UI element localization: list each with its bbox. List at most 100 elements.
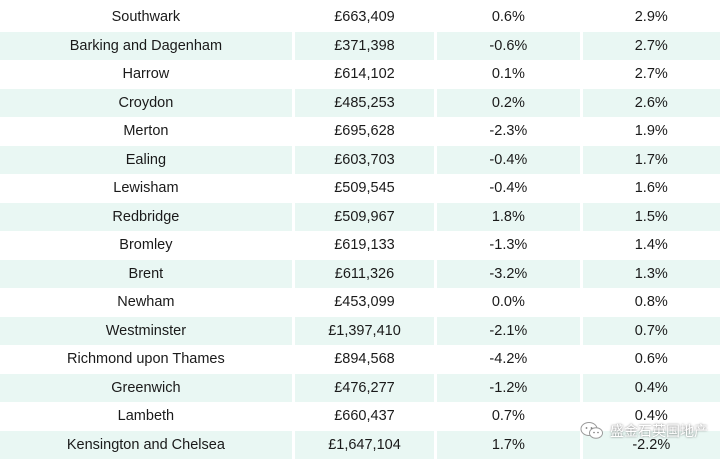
price-cell: £660,437	[334, 408, 395, 425]
column-divider	[291, 345, 295, 374]
price-cell: £509,967	[294, 202, 435, 231]
watermark: 盛金石英国地产	[580, 419, 708, 443]
table-row: Croydon £485,253 0.2% 2.6%	[0, 88, 720, 117]
annual-change-cell: 1.9%	[634, 123, 668, 140]
column-divider	[434, 88, 438, 117]
column-divider	[434, 231, 438, 260]
column-divider	[291, 88, 295, 117]
table-row: Kensington and Chelsea £1,647,104 1.7% -2.2…	[0, 430, 720, 459]
monthly-change-cell: 1.8%	[437, 202, 580, 231]
area-cell: Redbridge	[0, 202, 292, 231]
monthly-change-cell: -4.2%	[489, 351, 528, 368]
area-cell: Lambeth	[117, 408, 175, 425]
annual-change-cell: 1.6%	[634, 180, 668, 197]
column-divider	[434, 345, 438, 374]
column-divider	[579, 174, 583, 203]
annual-change-cell: 0.4%	[634, 408, 668, 425]
column-divider	[579, 288, 583, 317]
area-cell: Brent	[0, 259, 292, 288]
monthly-change-cell: -1.3%	[489, 237, 528, 254]
price-cell: £1,647,104	[294, 430, 435, 459]
annual-change-cell: 2.7%	[582, 31, 720, 60]
monthly-change-cell: -2.3%	[489, 123, 528, 140]
annual-change-cell: 2.7%	[634, 66, 668, 83]
area-cell: Newham	[117, 294, 175, 311]
column-divider	[434, 145, 438, 174]
column-divider	[434, 3, 438, 32]
monthly-change-cell: 0.1%	[491, 66, 525, 83]
table-row: Barking and Dagenham £371,398 -0.6% 2.7%	[0, 31, 720, 60]
column-divider	[579, 88, 583, 117]
monthly-change-cell: -2.1%	[437, 316, 580, 345]
area-cell: Westminster	[0, 316, 292, 345]
price-cell: £1,397,410	[294, 316, 435, 345]
price-table: Southwark £663,409 0.6% 2.9% Barking and Dag…	[0, 3, 720, 459]
table-row: Ealing £603,703 -0.4% 1.7%	[0, 145, 720, 174]
table-row: Newham £453,099 0.0% 0.8%	[0, 288, 720, 317]
monthly-change-cell: -0.6%	[437, 31, 580, 60]
column-divider	[291, 402, 295, 431]
table-row: Brent £611,326 -3.2% 1.3%	[0, 259, 720, 288]
annual-change-cell: 0.4%	[582, 373, 720, 402]
table-row: Bromley £619,133 -1.3% 1.4%	[0, 231, 720, 260]
monthly-change-cell: -0.4%	[489, 180, 528, 197]
column-divider	[291, 259, 295, 288]
column-divider	[291, 430, 295, 459]
monthly-change-cell: -1.2%	[437, 373, 580, 402]
monthly-change-cell: -0.4%	[437, 145, 580, 174]
table-row: Southwark £663,409 0.6% 2.9%	[0, 3, 720, 32]
area-cell: Richmond upon Thames	[67, 351, 225, 368]
column-divider	[291, 202, 295, 231]
area-cell: Ealing	[0, 145, 292, 174]
table-row: Greenwich £476,277 -1.2% 0.4%	[0, 373, 720, 402]
column-divider	[579, 373, 583, 402]
area-cell: Kensington and Chelsea	[0, 430, 292, 459]
monthly-change-cell: 0.6%	[491, 9, 525, 26]
area-cell: Croydon	[0, 88, 292, 117]
column-divider	[291, 31, 295, 60]
column-divider	[434, 288, 438, 317]
column-divider	[579, 3, 583, 32]
annual-change-cell: 2.6%	[582, 88, 720, 117]
column-divider	[434, 373, 438, 402]
column-divider	[291, 288, 295, 317]
column-divider	[291, 60, 295, 89]
area-cell: Barking and Dagenham	[0, 31, 292, 60]
column-divider	[579, 259, 583, 288]
price-cell: £485,253	[294, 88, 435, 117]
price-cell: £371,398	[294, 31, 435, 60]
annual-change-cell: 1.3%	[582, 259, 720, 288]
monthly-change-cell: 0.2%	[437, 88, 580, 117]
column-divider	[579, 231, 583, 260]
monthly-change-cell: -3.2%	[437, 259, 580, 288]
annual-change-cell: 0.8%	[634, 294, 668, 311]
column-divider	[291, 3, 295, 32]
annual-change-cell: 2.9%	[634, 9, 668, 26]
price-cell: £619,133	[334, 237, 395, 254]
price-cell: £476,277	[294, 373, 435, 402]
area-cell: Greenwich	[0, 373, 292, 402]
column-divider	[434, 402, 438, 431]
column-divider	[434, 31, 438, 60]
area-cell: Southwark	[111, 9, 181, 26]
column-divider	[434, 117, 438, 146]
column-divider	[291, 373, 295, 402]
monthly-change-cell: 0.7%	[491, 408, 525, 425]
watermark-text: 盛金石英国地产	[610, 423, 708, 439]
column-divider	[434, 60, 438, 89]
column-divider	[579, 316, 583, 345]
table-row: Richmond upon Thames £894,568 -4.2% 0.6%	[0, 345, 720, 374]
column-divider	[434, 430, 438, 459]
annual-change-cell: 0.7%	[582, 316, 720, 345]
column-divider	[291, 316, 295, 345]
column-divider	[579, 117, 583, 146]
area-cell: Lewisham	[113, 180, 179, 197]
area-cell: Merton	[123, 123, 169, 140]
column-divider	[434, 316, 438, 345]
column-divider	[579, 202, 583, 231]
table-row: Lewisham £509,545 -0.4% 1.6%	[0, 174, 720, 203]
price-cell: £894,568	[334, 351, 395, 368]
price-cell: £695,628	[334, 123, 395, 140]
column-divider	[291, 231, 295, 260]
price-cell: £614,102	[334, 66, 395, 83]
